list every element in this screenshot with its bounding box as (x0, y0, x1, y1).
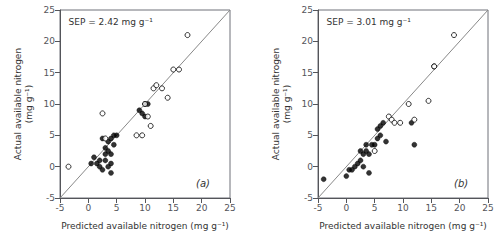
svg-text:Actual available nitrogen: Actual available nitrogen (271, 48, 281, 160)
svg-text:10: 10 (139, 203, 151, 213)
svg-text:15: 15 (168, 203, 179, 213)
svg-text:-5: -5 (56, 203, 65, 213)
svg-text:25: 25 (482, 203, 493, 213)
svg-text:(mg g⁻¹): (mg g⁻¹) (282, 85, 292, 123)
svg-text:-5: -5 (304, 193, 313, 203)
svg-text:-5: -5 (46, 193, 55, 203)
svg-text:Predicted available nitrogen (: Predicted available nitrogen (mg g⁻¹) (319, 221, 487, 231)
svg-text:25: 25 (302, 5, 313, 15)
svg-text:15: 15 (302, 68, 313, 78)
svg-text:0: 0 (307, 162, 313, 172)
svg-text:-5: -5 (314, 203, 323, 213)
svg-text:25: 25 (224, 203, 235, 213)
svg-text:5: 5 (307, 130, 313, 140)
svg-text:10: 10 (397, 203, 409, 213)
svg-text:0: 0 (49, 162, 55, 172)
svg-text:(b): (b) (454, 178, 468, 189)
svg-text:20: 20 (44, 36, 56, 46)
svg-text:SEP = 3.01 mg g⁻¹: SEP = 3.01 mg g⁻¹ (327, 17, 412, 27)
svg-text:5: 5 (372, 203, 378, 213)
svg-text:0: 0 (343, 203, 349, 213)
svg-text:(mg g⁻¹): (mg g⁻¹) (24, 85, 34, 123)
svg-text:25: 25 (44, 5, 55, 15)
svg-text:15: 15 (44, 68, 55, 78)
svg-text:15: 15 (426, 203, 437, 213)
svg-text:Actual available nitrogen: Actual available nitrogen (13, 48, 23, 160)
svg-text:20: 20 (196, 203, 208, 213)
svg-text:20: 20 (454, 203, 466, 213)
svg-text:10: 10 (302, 99, 314, 109)
svg-text:(a): (a) (196, 178, 210, 189)
svg-text:SEP = 2.42 mg g⁻¹: SEP = 2.42 mg g⁻¹ (69, 17, 154, 27)
svg-text:5: 5 (49, 130, 55, 140)
svg-text:Predicted available nitrogen (: Predicted available nitrogen (mg g⁻¹) (61, 221, 229, 231)
svg-text:5: 5 (114, 203, 120, 213)
svg-text:0: 0 (85, 203, 91, 213)
svg-text:10: 10 (44, 99, 56, 109)
svg-text:20: 20 (302, 36, 314, 46)
